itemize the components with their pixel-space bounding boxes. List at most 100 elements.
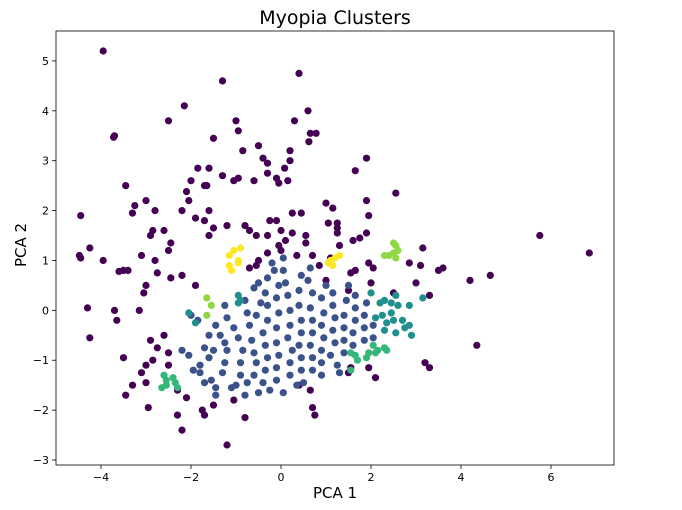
cluster-5-point [227, 266, 236, 274]
cluster-0-point [349, 236, 357, 245]
cluster-0-point [335, 241, 344, 250]
cluster-1-point [295, 286, 303, 294]
cluster-1-point [221, 301, 229, 309]
cluster-3-point [383, 346, 391, 354]
cluster-2-point [367, 289, 375, 297]
cluster-1-point [221, 359, 229, 367]
cluster-0-point [128, 209, 137, 217]
cluster-1-point [369, 321, 377, 329]
cluster-0-point [86, 244, 94, 252]
cluster-3-point [173, 384, 182, 392]
y-tick-label: 3 [42, 155, 49, 168]
cluster-0-point [209, 134, 218, 142]
cluster-0-point [362, 154, 371, 162]
cluster-1-point [178, 346, 186, 354]
cluster-0-point [367, 279, 375, 287]
cluster-0-point [416, 261, 425, 270]
cluster-1-point [317, 321, 326, 329]
cluster-0-point [425, 364, 434, 372]
cluster-1-point [284, 291, 292, 299]
cluster-1-point [333, 361, 341, 369]
cluster-0-point [140, 289, 148, 297]
cluster-3-point [162, 376, 170, 384]
cluster-0-point [232, 117, 240, 125]
cluster-0-point [142, 361, 150, 369]
cluster-1-point [250, 371, 258, 379]
cluster-0-point [153, 269, 161, 277]
cluster-1-point [306, 341, 314, 349]
cluster-0-point [146, 231, 155, 240]
cluster-0-point [122, 391, 130, 399]
cluster-1-point [340, 324, 348, 332]
cluster-0-point [173, 411, 182, 419]
cluster-0-point [434, 266, 443, 274]
cluster-1-point [261, 289, 269, 297]
cluster-0-point [362, 197, 371, 205]
cluster-1-point [284, 334, 292, 342]
cluster-0-point [218, 77, 227, 85]
cluster-5-point [230, 246, 238, 255]
cluster-1-point [304, 276, 312, 284]
cluster-1-point [250, 349, 258, 357]
cluster-1-point [297, 271, 305, 279]
cluster-0-point [329, 204, 337, 212]
cluster-0-point [295, 69, 303, 77]
cluster-1-point [369, 334, 377, 342]
cluster-0-point [99, 47, 107, 55]
cluster-3-point [347, 366, 355, 374]
cluster-0-point [223, 441, 231, 449]
cluster-0-point [122, 182, 130, 190]
x-tick-label: −4 [93, 471, 109, 484]
cluster-0-point [200, 217, 209, 225]
cluster-1-point [297, 366, 305, 374]
cluster-1-point [236, 359, 245, 367]
cluster-0-point [245, 264, 254, 272]
cluster-1-point [331, 314, 339, 322]
cluster-0-point [135, 306, 143, 314]
cluster-1-point [263, 354, 272, 362]
x-tick-label: −2 [183, 471, 199, 484]
cluster-1-point [245, 321, 254, 329]
cluster-0-point [218, 172, 227, 180]
cluster-2-point [389, 316, 398, 324]
cluster-1-point [275, 309, 283, 317]
cluster-1-point [297, 316, 305, 324]
cluster-1-point [297, 354, 305, 362]
cluster-0-point [182, 188, 191, 196]
cluster-0-point [223, 222, 231, 230]
cluster-0-point [333, 224, 341, 232]
cluster-2-point [405, 301, 413, 309]
cluster-0-point [286, 147, 294, 155]
cluster-2-point [407, 331, 416, 339]
cluster-0-point [167, 239, 175, 247]
cluster-1-point [268, 259, 276, 267]
cluster-3-point [374, 346, 382, 354]
cluster-2-point [392, 329, 400, 337]
y-axis-label: PCA 2 [12, 223, 30, 267]
cluster-0-point [113, 316, 121, 324]
cluster-1-point [259, 329, 267, 337]
cluster-0-point [200, 411, 209, 419]
cluster-0-point [144, 404, 152, 412]
cluster-0-point [142, 197, 150, 205]
y-tick-label: 5 [42, 55, 49, 68]
cluster-0-point [205, 231, 213, 240]
cluster-2-point [371, 314, 380, 322]
cluster-0-point [142, 281, 150, 289]
cluster-0-point [252, 261, 260, 270]
cluster-0-point [369, 264, 377, 272]
plot-frame [55, 30, 615, 466]
cluster-0-point [473, 341, 481, 349]
cluster-1-point [205, 354, 213, 362]
cluster-0-point [272, 217, 281, 225]
cluster-1-point [360, 324, 368, 332]
cluster-0-point [209, 401, 218, 409]
cluster-0-point [191, 214, 200, 222]
cluster-0-point [344, 286, 353, 294]
cluster-2-point [191, 319, 200, 327]
cluster-0-point [205, 164, 213, 172]
y-tick-label: 0 [42, 304, 49, 317]
cluster-2-point [398, 316, 407, 324]
cluster-0-point [315, 261, 323, 270]
cluster-0-point [371, 374, 380, 382]
